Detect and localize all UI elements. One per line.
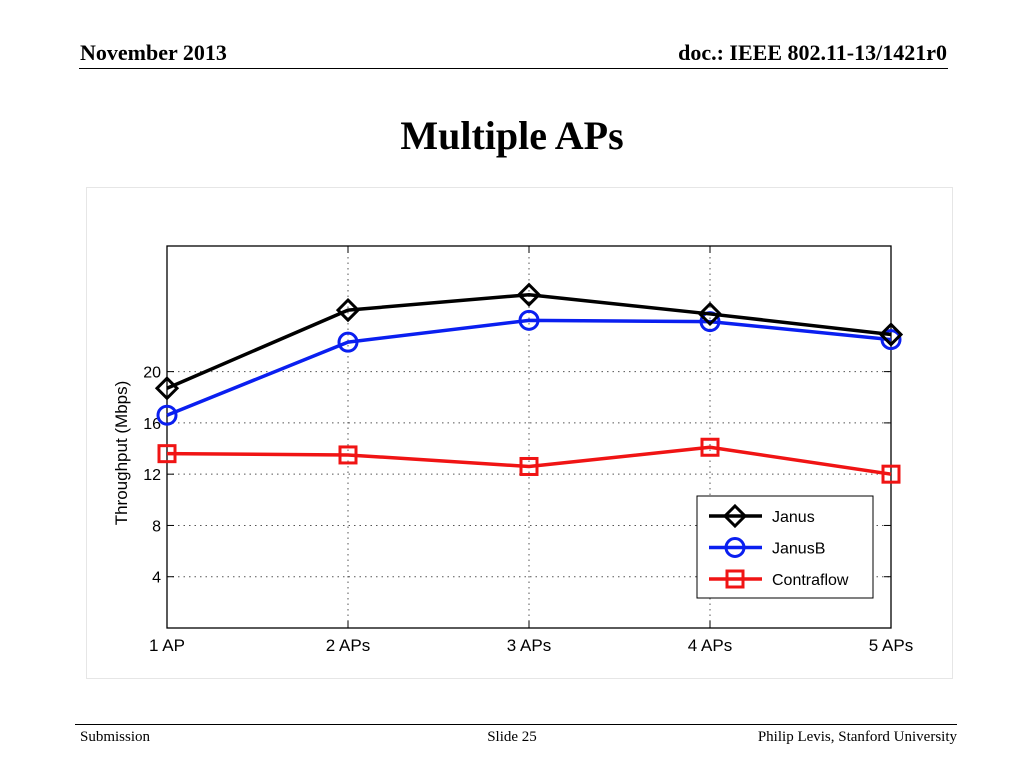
legend-marker-janus	[722, 503, 748, 529]
data-point-contraflow	[700, 437, 720, 457]
y-tick-label: 4	[152, 570, 161, 587]
data-point-janus	[878, 322, 904, 347]
series-line-janus	[166, 292, 892, 390]
y-tick-label: 12	[143, 467, 161, 484]
footer-submission: Submission	[80, 729, 151, 745]
data-point-contraflow	[157, 444, 177, 464]
data-point-janus	[516, 282, 542, 307]
y-tick-label: 16	[143, 416, 161, 433]
data-point-contraflow	[338, 445, 358, 465]
slide-title: Multiple APs	[400, 113, 624, 158]
legend-marker-janusb	[724, 537, 746, 558]
data-point-janusb	[880, 329, 902, 351]
header-date: November 2013	[80, 40, 227, 65]
series-line-janusb	[166, 318, 892, 417]
data-point-contraflow	[881, 464, 901, 484]
data-point-janusb	[518, 309, 540, 331]
header-divider	[79, 68, 948, 69]
x-tick-label: 3 APs	[507, 636, 551, 655]
legend-label-janusb: JanusB	[772, 541, 825, 558]
series-line-contraflow	[166, 445, 892, 476]
data-point-janusb	[156, 404, 178, 426]
y-tick-label: 8	[152, 518, 161, 535]
x-tick-label: 5 APs	[869, 636, 913, 655]
footer-divider	[75, 724, 957, 725]
x-tick-label: 2 APs	[326, 636, 370, 655]
data-point-janus	[154, 376, 180, 401]
legend-label-contraflow: Contraflow	[772, 572, 849, 589]
footer-slide-number: Slide 25	[487, 729, 537, 745]
data-point-janusb	[337, 331, 359, 353]
data-point-contraflow	[519, 456, 539, 476]
header-doc-id: doc.: IEEE 802.11-13/1421r0	[678, 40, 947, 65]
data-point-janus	[335, 297, 361, 323]
throughput-chart: 4 8 12 16 20 1 AP 2 APs 3 APs 4 APs 5 APs Throughp…	[112, 245, 913, 655]
x-tick-label: 4 APs	[688, 636, 732, 655]
x-tick-label: 1 AP	[149, 636, 185, 655]
legend-marker-contraflow	[725, 569, 745, 589]
data-point-janus	[697, 301, 723, 327]
y-axis-label: Throughput (Mbps)	[112, 381, 131, 526]
footer-author: Philip Levis, Stanford University	[757, 729, 957, 745]
legend-label-janus: Janus	[772, 509, 815, 526]
y-tick-label: 20	[143, 365, 161, 382]
